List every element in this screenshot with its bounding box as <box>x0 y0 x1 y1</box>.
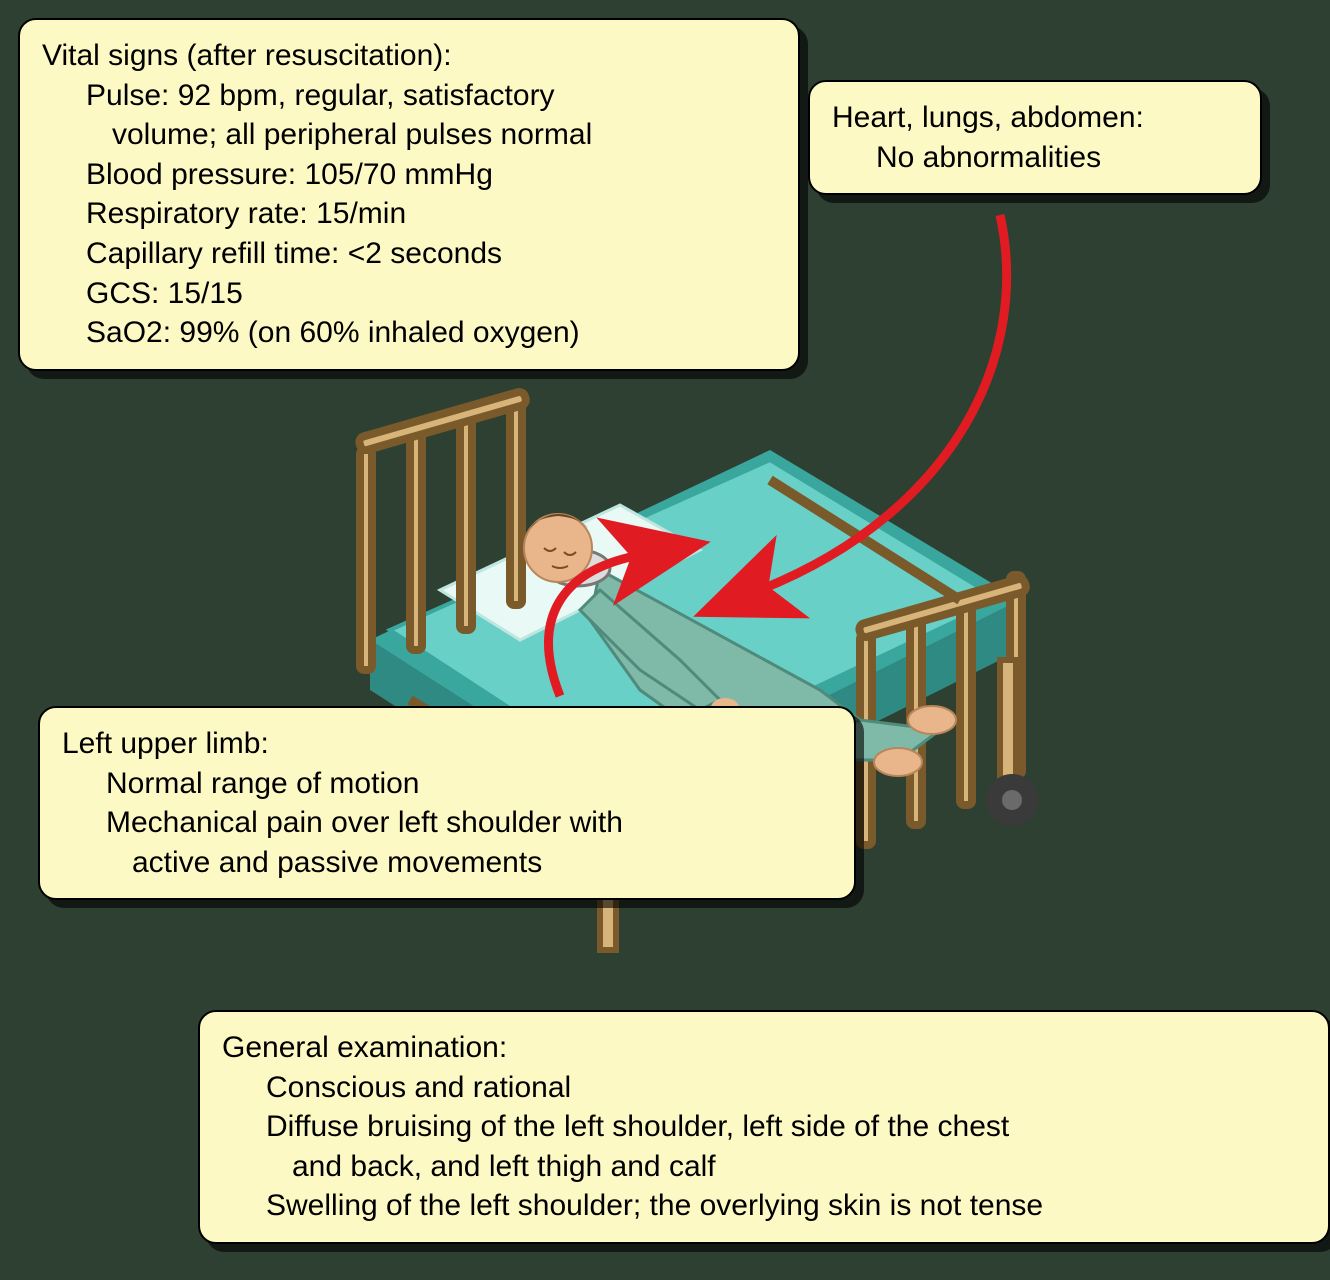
callout-title: Heart, lungs, abdomen: <box>832 101 1144 134</box>
callout-items: Normal range of motion Mechanical pain o… <box>106 764 832 883</box>
callout-title: General examination: <box>222 1031 507 1064</box>
patient-on-bed-illustration <box>300 360 1060 1000</box>
callout-left-upper-limb: Left upper limb: Normal range of motion … <box>38 706 856 900</box>
callout-items: Conscious and rational Diffuse bruising … <box>266 1068 1306 1226</box>
callout-items: No abnormalities <box>876 138 1238 178</box>
infographic-stage: { "colors": { "page_bg": "#2e4032", "cal… <box>0 0 1330 1280</box>
callout-items: Pulse: 92 bpm, regular, satisfactory vol… <box>86 76 776 353</box>
callout-heart-lungs-abdomen: Heart, lungs, abdomen: No abnormalities <box>808 80 1262 195</box>
callout-title: Vital signs (after resuscitation): <box>42 39 452 72</box>
callout-vital-signs: Vital signs (after resuscitation): Pulse… <box>18 18 800 371</box>
callout-general-examination: General examination: Conscious and ratio… <box>198 1010 1330 1244</box>
callout-title: Left upper limb: <box>62 727 269 760</box>
